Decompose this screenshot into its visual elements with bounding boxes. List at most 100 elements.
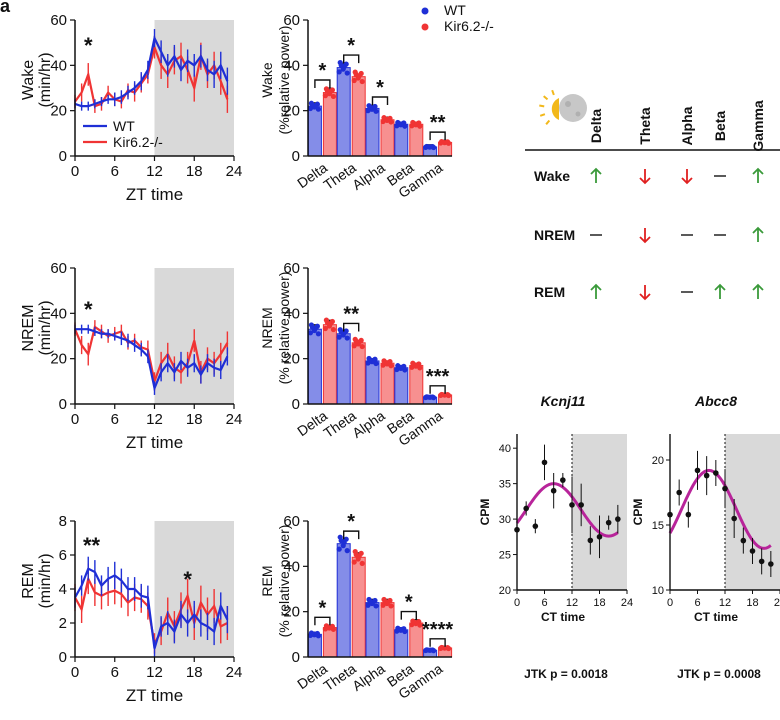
- abcc8-data-point: [731, 515, 737, 522]
- nrem_bands-bar-ko: [351, 342, 366, 405]
- sun-ray: [545, 119, 551, 125]
- kcnj11-data-point: [541, 459, 548, 466]
- abcc8-data-point: [749, 548, 756, 554]
- nrem_bands-data-point-ko: [440, 392, 446, 398]
- moon-crater: [565, 101, 571, 107]
- nrem_bands-data-point-ko: [353, 338, 359, 344]
- nrem_time-chart: 0 20 40 60 0 6 12 18 24 ZT time NREM(min/hr) *: [20, 260, 242, 452]
- nrem_bands-bar-wt: [307, 328, 322, 405]
- abcc8-x-label: CT time: [694, 610, 738, 624]
- nrem_bands-data-point-wt: [344, 335, 350, 341]
- nrem_bands-data-point-ko: [324, 319, 330, 326]
- nrem_bands-significance-star: ***: [426, 366, 450, 388]
- table-row-label-nrem: NREM: [534, 227, 575, 243]
- rem_time-significance-star: *: [183, 567, 192, 592]
- nrem_bands-data-point-wt: [307, 330, 313, 336]
- rem_bands-significance-bracket: [343, 530, 360, 540]
- nrem_time-x-tick-label: 18: [186, 411, 203, 428]
- nrem_time-significance-star: *: [84, 297, 93, 322]
- wake_bands-significance-star: **: [430, 112, 446, 134]
- nrem_time-x-tick-label: 0: [71, 411, 79, 428]
- wake_bands-data-point-ko: [382, 116, 388, 122]
- rem_time-y-label: REM(min/hr): [20, 553, 54, 608]
- kcnj11-y-label: CPM: [478, 499, 492, 526]
- moon-crater: [575, 111, 581, 117]
- wake_bands-data-point-wt: [338, 62, 344, 68]
- nrem_time-y-label: NREM(min/hr): [20, 300, 54, 355]
- wake_bands-data-point-wt: [373, 108, 379, 114]
- legend-label-ko: Kir6.2-/-: [113, 134, 163, 150]
- wake_bands-data-point-wt: [425, 144, 431, 150]
- wake_time-y-label: Wake(min/hr): [20, 52, 54, 107]
- nrem_bands-y-tick-label: 20: [283, 351, 300, 368]
- nrem_bands-data-point-ko: [411, 361, 417, 368]
- kcnj11-data-point: [615, 516, 621, 522]
- wake_time-y-tick-label: 0: [59, 148, 67, 165]
- wake_bands-data-point-ko: [411, 120, 417, 127]
- wake_time-y-tick-label: 60: [50, 12, 67, 29]
- rem_bands-data-point-wt: [336, 546, 342, 552]
- nrem_bands-bar-wt: [336, 333, 351, 405]
- nrem_bands-data-point-wt: [425, 394, 431, 400]
- moon-disc: [559, 94, 587, 122]
- rem_time-y-tick-label: 8: [59, 513, 67, 530]
- nrem_bands-y-tick-label: 40: [283, 305, 300, 322]
- nrem_time-wt-series-line: [75, 328, 229, 392]
- kcnj11-title: Kcnj11: [541, 393, 586, 409]
- kcnj11-x-tick-label: 0: [514, 597, 520, 609]
- rem_bands-y-label: REM(% relative power): [259, 525, 292, 638]
- nrem_bands-significance-bracket: [343, 322, 360, 332]
- nrem_time-x-tick-label: 24: [226, 411, 243, 428]
- arrow-down-head: [639, 293, 651, 301]
- rem_time-y-tick-label: 0: [59, 649, 67, 666]
- rem_bands-significance-bracket: [429, 638, 446, 647]
- nrem_bands-bar-ko: [409, 364, 424, 405]
- kcnj11-chart: 20 25 30 35 40 0 6 12 18 24 CT time CPM Kcnj11 JTK p …: [478, 393, 633, 681]
- nrem_bands-bar-ko: [380, 362, 395, 405]
- wake_bands-y-tick-label: 20: [283, 103, 300, 120]
- wake_bands-bar-ko: [322, 92, 337, 157]
- kcnj11-data-point: [560, 477, 566, 483]
- rem_bands-category-label: Alpha: [349, 660, 388, 694]
- rem_time-y-tick-label: 6: [59, 547, 67, 564]
- rem_bands-significance-star: *: [319, 597, 327, 619]
- wake_bands-data-point-wt: [309, 102, 315, 108]
- nrem_time-x-tick-label: 12: [146, 411, 163, 428]
- rem_bands-data-point-ko: [353, 552, 359, 558]
- rem_bands-bar-ko: [351, 556, 366, 658]
- kcnj11-cosine-fit: [515, 482, 619, 538]
- abcc8-x-tick-label: 12: [719, 597, 731, 609]
- wake_bands-data-point-ko: [359, 78, 365, 85]
- wake_bands-y-label: Wake(%relative power): [259, 26, 292, 135]
- rem_bands-significance-star: ****: [422, 619, 453, 641]
- wake_time-significance-star: *: [84, 33, 93, 58]
- abcc8-title: Abcc8: [694, 393, 737, 409]
- wake_time-chart: 0 20 40 60 0 6 12 18 24 ZT time Wake(min/hr) * WTKir…: [20, 12, 242, 204]
- wake_time-x-tick-label: 24: [226, 163, 243, 180]
- rem_bands-bar-ko: [380, 602, 395, 658]
- rem_bands-y-tick-label: 0: [292, 649, 300, 666]
- rem_bands-bar-wt: [365, 602, 380, 658]
- sun-ray: [539, 104, 545, 108]
- arrow-down-head: [681, 177, 693, 185]
- wake_bands-significance-star: *: [319, 60, 327, 82]
- arrow-up-head: [590, 283, 602, 291]
- kcnj11-dark-phase: [572, 434, 627, 590]
- nrem_time-y-tick-label: 20: [50, 351, 67, 368]
- arrow-up-head: [752, 283, 764, 291]
- abcc8-data-point: [740, 537, 747, 544]
- abcc8-data-point: [676, 489, 682, 496]
- wake_bands-significance-bracket: [314, 79, 331, 88]
- kcnj11-data-point: [587, 537, 594, 544]
- abcc8-x-tick-label: 0: [667, 597, 673, 609]
- table-header-alpha: Alpha: [679, 106, 695, 145]
- kcnj11-data-point: [550, 487, 557, 494]
- abcc8-data-point: [758, 558, 765, 565]
- nrem_bands-bar-wt: [394, 367, 409, 405]
- abcc8-data-point: [768, 561, 774, 567]
- nrem_bands-y-tick-label: 0: [292, 396, 300, 413]
- kcnj11-y-tick-label: 35: [499, 479, 511, 491]
- table-header-theta: Theta: [637, 107, 653, 145]
